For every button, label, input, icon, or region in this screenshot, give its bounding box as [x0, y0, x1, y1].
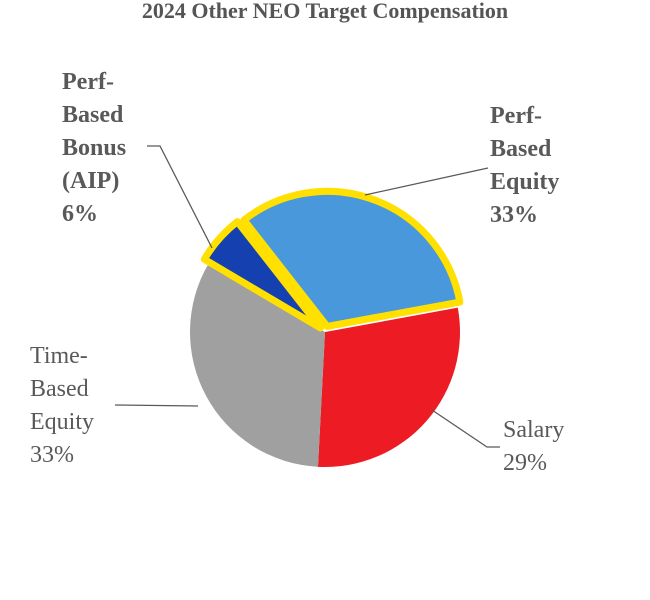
- value-label: 29%: [503, 450, 547, 476]
- leader-line: [364, 167, 489, 196]
- slice-label: Time-Based Equity 33%: [30, 340, 112, 472]
- slice-label: Perf-Based Bonus (AIP) 6%: [62, 66, 144, 231]
- value-label: 33%: [30, 442, 74, 468]
- pie-slice: [317, 307, 460, 467]
- category-label: Salary: [503, 417, 565, 443]
- value-label: 6%: [62, 201, 98, 227]
- category-label: Time-Based Equity: [30, 343, 94, 435]
- category-label: Perf-Based Equity: [490, 103, 560, 195]
- chart-title: 2024 Other NEO Target Compensation: [141, 0, 509, 23]
- leader-line: [431, 409, 500, 448]
- pie-slice: [240, 187, 464, 330]
- pie-slice: [200, 218, 324, 332]
- category-label: Perf-Based Bonus (AIP): [62, 69, 127, 194]
- leader-line: [147, 145, 213, 249]
- value-label: 33%: [490, 202, 538, 228]
- leader-line: [114, 404, 199, 407]
- slice-label: Perf-Based Equity 33%: [490, 100, 572, 232]
- slice-label: Salary 29%: [503, 414, 585, 480]
